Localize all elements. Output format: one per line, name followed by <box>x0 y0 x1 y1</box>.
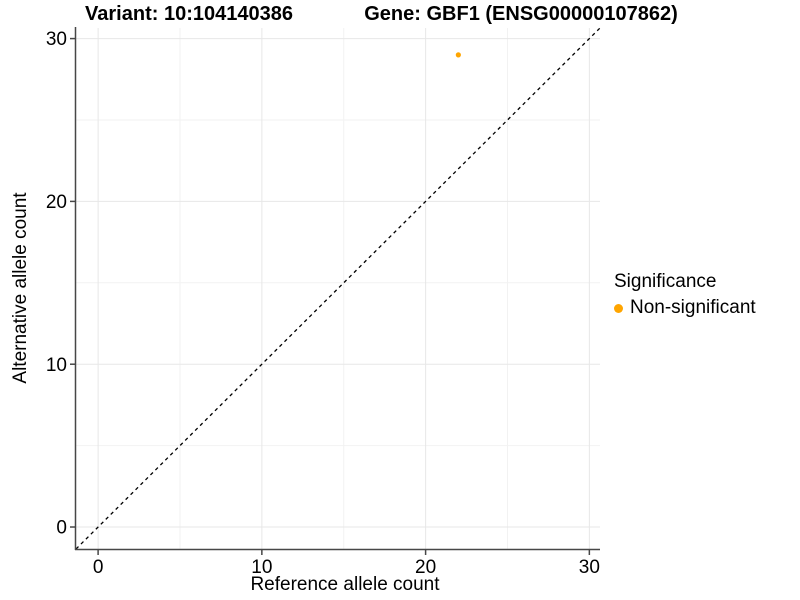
y-tick-label: 10 <box>46 355 67 376</box>
y-tick-label: 0 <box>56 518 67 539</box>
legend-dot-icon <box>614 303 623 313</box>
legend: Significance Non-significant <box>614 271 756 319</box>
legend-title: Significance <box>614 271 717 292</box>
x-tick-label: 0 <box>93 557 104 578</box>
y-axis-title: Alternative allele count <box>10 192 31 384</box>
x-axis-title: Reference allele count <box>250 574 440 595</box>
x-tick-label: 10 <box>251 557 272 578</box>
y-tick-label: 20 <box>46 192 67 213</box>
plot-title-gene: Gene: GBF1 (ENSG00000107862) <box>364 3 678 25</box>
legend-entry-label: Non-significant <box>630 297 756 318</box>
legend-entry: Non-significant <box>614 297 756 319</box>
data-point <box>455 52 461 58</box>
identity-dashed-line <box>75 27 601 550</box>
x-tick-label: 20 <box>415 557 436 578</box>
y-tick-label: 30 <box>46 29 67 50</box>
x-tick-label: 30 <box>579 557 600 578</box>
plot-title-variant: Variant: 10:104140386 <box>85 3 293 25</box>
